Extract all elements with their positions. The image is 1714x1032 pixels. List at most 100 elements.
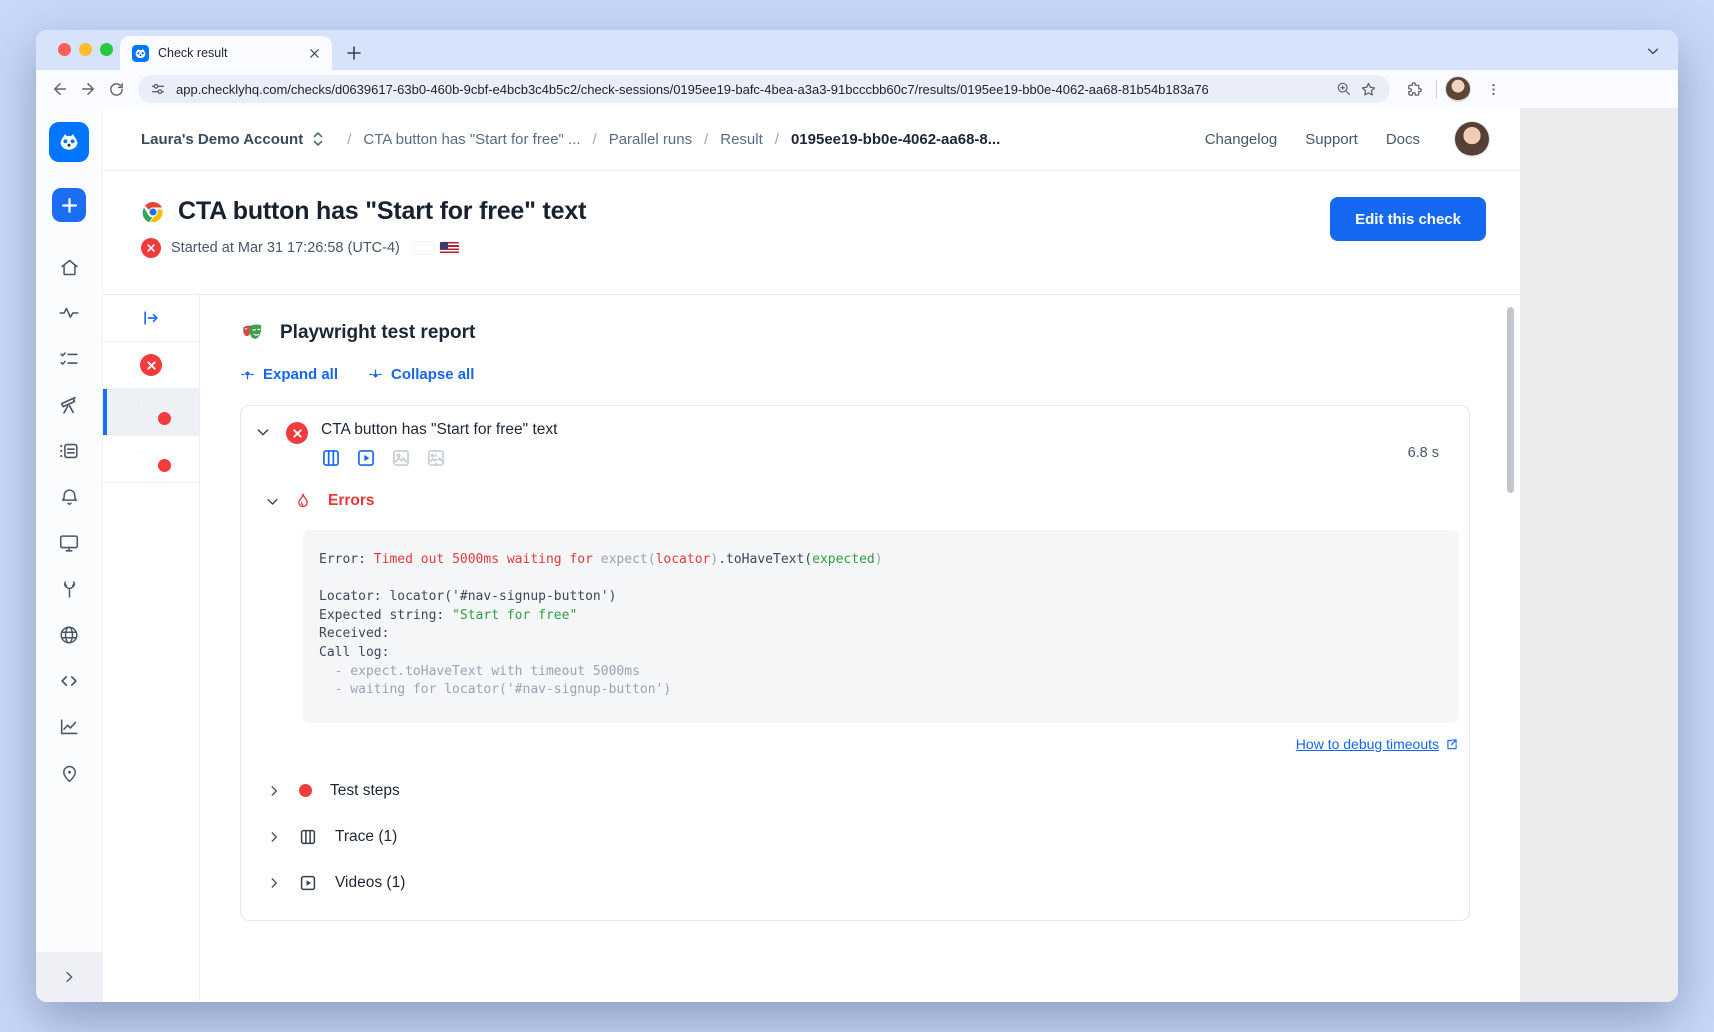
user-avatar[interactable] [1454, 121, 1490, 157]
location-flags [414, 242, 459, 254]
sidebar-item-dashboards[interactable] [49, 520, 89, 566]
toolbar-right [1400, 75, 1507, 103]
browser-window: Check result app.checklyh [36, 30, 1678, 1002]
collapse-panel-button[interactable] [103, 295, 199, 342]
debug-timeouts-link[interactable]: How to debug timeouts [1296, 736, 1459, 752]
checkly-app: Laura's Demo Account CTA button has "Sta… [36, 108, 1520, 1002]
chevron-down-icon[interactable] [255, 424, 271, 440]
traffic-lights [58, 43, 113, 56]
checkly-favicon-icon [132, 44, 149, 62]
breadcrumb-separator [704, 131, 708, 148]
flag-usa-icon [439, 242, 459, 254]
toolbar-divider [1436, 80, 1437, 98]
failed-status-icon [286, 422, 308, 444]
chrome-browser-icon [142, 201, 163, 222]
back-icon[interactable] [46, 75, 74, 103]
trace-icon[interactable] [321, 448, 341, 468]
tab-title: Check result [158, 46, 228, 60]
sidebar-item-private-locations[interactable] [49, 612, 89, 658]
sidebar-item-home[interactable] [49, 244, 89, 290]
close-window-button[interactable] [58, 43, 71, 56]
errors-section-header[interactable]: Errors [241, 492, 1469, 510]
breadcrumb-result-id: 0195ee19-bb0e-4062-aa68-8... [790, 130, 1001, 148]
expand-all-button[interactable]: Expand all [240, 366, 338, 383]
run-item-germany[interactable] [103, 389, 199, 436]
chevron-right-icon[interactable] [267, 784, 281, 798]
test-result-card: CTA button has "Start for free" text 6.8… [240, 405, 1470, 921]
sidebar-collapse-button[interactable] [36, 952, 102, 1002]
edit-check-button[interactable]: Edit this check [1330, 197, 1486, 241]
videos-section[interactable]: Videos (1) [241, 860, 1469, 906]
video-icon [300, 875, 316, 890]
tab-search-icon[interactable] [1642, 40, 1664, 62]
zoom-icon[interactable] [1332, 77, 1356, 101]
chevron-down-icon[interactable] [265, 494, 280, 509]
sidebar-item-maintenance[interactable] [49, 566, 89, 612]
sidebar-item-analytics[interactable] [49, 704, 89, 750]
test-duration: 6.8 s [1407, 445, 1439, 461]
flag-germany-icon [414, 242, 433, 254]
maximize-window-button[interactable] [100, 43, 113, 56]
minimize-window-button[interactable] [79, 43, 92, 56]
changelog-link[interactable]: Changelog [1204, 130, 1278, 148]
checkly-logo[interactable] [49, 122, 89, 162]
bookmark-star-icon[interactable] [1356, 77, 1380, 101]
new-tab-button[interactable] [340, 39, 368, 67]
account-switcher-chevrons-icon[interactable] [311, 130, 325, 148]
sidebar-item-monitoring[interactable] [49, 290, 89, 336]
video-icon[interactable] [356, 448, 376, 468]
sidebar-item-snippets[interactable] [49, 658, 89, 704]
collapse-icon [369, 369, 382, 378]
trace-section[interactable]: Trace (1) [241, 814, 1469, 860]
top-links: Changelog Support Docs [1205, 121, 1490, 157]
sidebar-item-locations[interactable] [49, 750, 89, 796]
external-link-icon [1447, 739, 1457, 749]
test-case-header[interactable]: CTA button has "Start for free" text 6.8… [241, 421, 1469, 468]
report-panel: Playwright test report Expand all [200, 295, 1520, 1002]
scrollbar-thumb[interactable] [1507, 307, 1514, 493]
tab-strip: Check result [36, 30, 1678, 70]
breadcrumb-result[interactable]: Result [720, 130, 763, 148]
error-output: Error: Timed out 5000ms waiting for expe… [303, 530, 1459, 723]
breadcrumb-separator [593, 131, 597, 148]
create-new-button[interactable] [52, 188, 86, 222]
started-at-text: Started at Mar 31 17:26:58 (UTC-4) [171, 240, 400, 256]
app-sidebar [36, 108, 103, 1002]
browser-profile-avatar[interactable] [1445, 76, 1471, 102]
test-steps-section[interactable]: Test steps [241, 768, 1469, 814]
sidebar-item-status-pages[interactable] [49, 428, 89, 474]
playwright-masks-icon [243, 324, 262, 339]
account-switcher[interactable]: Laura's Demo Account [141, 130, 304, 148]
forward-icon[interactable] [74, 75, 102, 103]
failed-dot-icon [299, 784, 312, 798]
sidebar-item-explore[interactable] [49, 382, 89, 428]
reload-icon[interactable] [102, 75, 130, 103]
expand-icon [241, 371, 254, 380]
tab-close-icon[interactable] [306, 45, 322, 61]
page-title: CTA button has "Start for free" text [178, 197, 587, 225]
site-settings-icon[interactable] [150, 81, 166, 97]
screenshot-icon [393, 450, 409, 466]
chevron-right-icon[interactable] [267, 830, 281, 844]
run-status-failed[interactable] [103, 342, 199, 389]
support-link[interactable]: Support [1305, 130, 1358, 148]
sidebar-item-alerts[interactable] [49, 474, 89, 520]
trace-icon [300, 829, 316, 844]
run-item-usa[interactable] [103, 436, 199, 483]
screenshot-diff-icon [428, 450, 444, 466]
url-text[interactable]: app.checklyhq.com/checks/d0639617-63b0-4… [176, 81, 1209, 97]
docs-link[interactable]: Docs [1385, 130, 1420, 148]
breadcrumb-check[interactable]: CTA button has "Start for free" ... [363, 130, 581, 148]
breadcrumb-parallel-runs[interactable]: Parallel runs [608, 130, 693, 148]
collapse-all-button[interactable]: Collapse all [368, 366, 474, 383]
breadcrumb-separator [775, 131, 779, 148]
video-icon[interactable] [267, 876, 281, 890]
url-bar[interactable]: app.checklyhq.com/checks/d0639617-63b0-4… [138, 75, 1390, 103]
failed-dot-badge [158, 458, 171, 472]
extensions-icon[interactable] [1400, 75, 1428, 103]
runs-sidebar [103, 295, 200, 1002]
breadcrumb-separator [347, 131, 351, 148]
browser-menu-icon[interactable] [1479, 75, 1507, 103]
sidebar-item-checks[interactable] [49, 336, 89, 382]
browser-tab[interactable]: Check result [120, 36, 332, 70]
